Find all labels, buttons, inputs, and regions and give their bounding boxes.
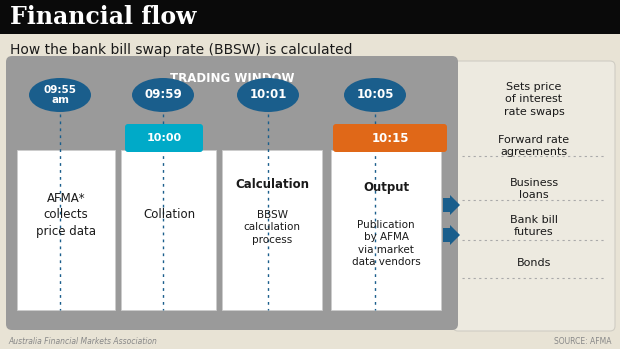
- Text: Publication
by AFMA
via market
data vendors: Publication by AFMA via market data vend…: [352, 220, 420, 267]
- FancyBboxPatch shape: [121, 150, 216, 310]
- Text: Bonds: Bonds: [517, 258, 551, 268]
- FancyBboxPatch shape: [6, 56, 458, 330]
- Text: 09:55
am: 09:55 am: [43, 84, 76, 105]
- FancyArrow shape: [443, 225, 460, 245]
- FancyArrow shape: [443, 195, 460, 215]
- Text: Bank bill
futures: Bank bill futures: [510, 215, 558, 237]
- Text: BBSW
calculation
process: BBSW calculation process: [244, 210, 301, 245]
- Ellipse shape: [344, 78, 406, 112]
- Text: AFMA*
collects
price data: AFMA* collects price data: [36, 193, 96, 238]
- Ellipse shape: [237, 78, 299, 112]
- Ellipse shape: [132, 78, 194, 112]
- Text: TRADING WINDOW: TRADING WINDOW: [170, 72, 294, 84]
- Text: Australia Financial Markets Association: Australia Financial Markets Association: [8, 337, 157, 347]
- Text: 10:15: 10:15: [371, 132, 409, 144]
- Text: Financial flow: Financial flow: [10, 5, 197, 29]
- FancyBboxPatch shape: [0, 0, 620, 34]
- Text: How the bank bill swap rate (BBSW) is calculated: How the bank bill swap rate (BBSW) is ca…: [10, 43, 353, 57]
- FancyBboxPatch shape: [125, 124, 203, 152]
- Text: Sets price
of interest
rate swaps: Sets price of interest rate swaps: [503, 82, 564, 117]
- Text: Business
loans: Business loans: [510, 178, 559, 200]
- Text: 10:01: 10:01: [249, 89, 286, 102]
- Text: Calculation: Calculation: [235, 178, 309, 192]
- Ellipse shape: [29, 78, 91, 112]
- Text: Output: Output: [363, 180, 409, 193]
- Text: Collation: Collation: [143, 208, 195, 222]
- FancyBboxPatch shape: [453, 61, 615, 331]
- Text: 10:00: 10:00: [146, 133, 182, 143]
- Text: SOURCE: AFMA: SOURCE: AFMA: [554, 337, 612, 347]
- FancyBboxPatch shape: [222, 150, 322, 310]
- Text: Forward rate
agreements: Forward rate agreements: [498, 135, 570, 157]
- Text: 10:05: 10:05: [356, 89, 394, 102]
- FancyBboxPatch shape: [333, 124, 447, 152]
- FancyBboxPatch shape: [17, 150, 115, 310]
- FancyBboxPatch shape: [331, 150, 441, 310]
- Text: 09:59: 09:59: [144, 89, 182, 102]
